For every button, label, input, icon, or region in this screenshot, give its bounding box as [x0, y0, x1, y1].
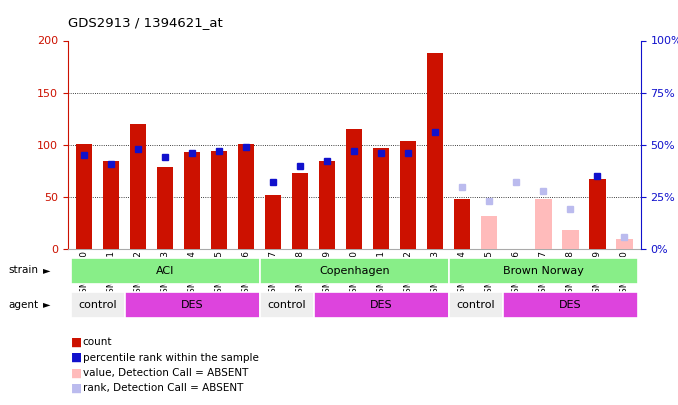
Text: control: control	[267, 301, 306, 310]
Bar	[265, 195, 281, 249]
Text: control: control	[78, 301, 117, 310]
Bar	[292, 173, 308, 249]
Text: agent: agent	[8, 300, 38, 309]
Bar	[449, 258, 638, 284]
Text: control: control	[456, 301, 495, 310]
Text: strain: strain	[8, 265, 38, 275]
Text: ACI: ACI	[156, 266, 174, 276]
Text: count: count	[83, 337, 113, 347]
Bar	[211, 151, 227, 249]
Text: DES: DES	[559, 301, 582, 310]
Bar	[238, 144, 254, 249]
Bar	[346, 129, 362, 249]
Text: ■: ■	[71, 382, 82, 395]
Bar	[184, 152, 200, 249]
Bar	[103, 162, 119, 249]
Bar	[449, 292, 503, 318]
Bar	[157, 167, 173, 249]
Text: percentile rank within the sample: percentile rank within the sample	[83, 353, 258, 362]
Bar	[400, 141, 416, 249]
Text: ■: ■	[71, 367, 82, 379]
Bar	[319, 162, 336, 249]
Text: ■: ■	[71, 351, 82, 364]
Bar	[481, 216, 498, 249]
Bar	[76, 144, 92, 249]
Bar	[260, 292, 314, 318]
Bar	[427, 53, 443, 249]
Bar	[503, 292, 638, 318]
Bar	[536, 199, 551, 249]
Text: Copenhagen: Copenhagen	[319, 266, 390, 276]
Bar	[589, 179, 605, 249]
Text: Brown Norway: Brown Norway	[503, 266, 584, 276]
Bar	[314, 292, 449, 318]
Bar	[562, 230, 578, 249]
Bar	[130, 124, 146, 249]
Text: ■: ■	[71, 336, 82, 349]
Text: value, Detection Call = ABSENT: value, Detection Call = ABSENT	[83, 368, 248, 378]
Bar	[454, 199, 471, 249]
Text: GDS2913 / 1394621_at: GDS2913 / 1394621_at	[68, 16, 222, 29]
Text: rank, Detection Call = ABSENT: rank, Detection Call = ABSENT	[83, 384, 243, 393]
Bar	[125, 292, 260, 318]
Text: ►: ►	[43, 300, 50, 309]
Text: DES: DES	[370, 301, 393, 310]
Text: DES: DES	[181, 301, 203, 310]
Bar	[71, 258, 260, 284]
Text: ►: ►	[43, 265, 50, 275]
Bar	[373, 148, 389, 249]
Bar	[616, 239, 633, 249]
Bar	[260, 258, 449, 284]
Bar	[71, 292, 125, 318]
